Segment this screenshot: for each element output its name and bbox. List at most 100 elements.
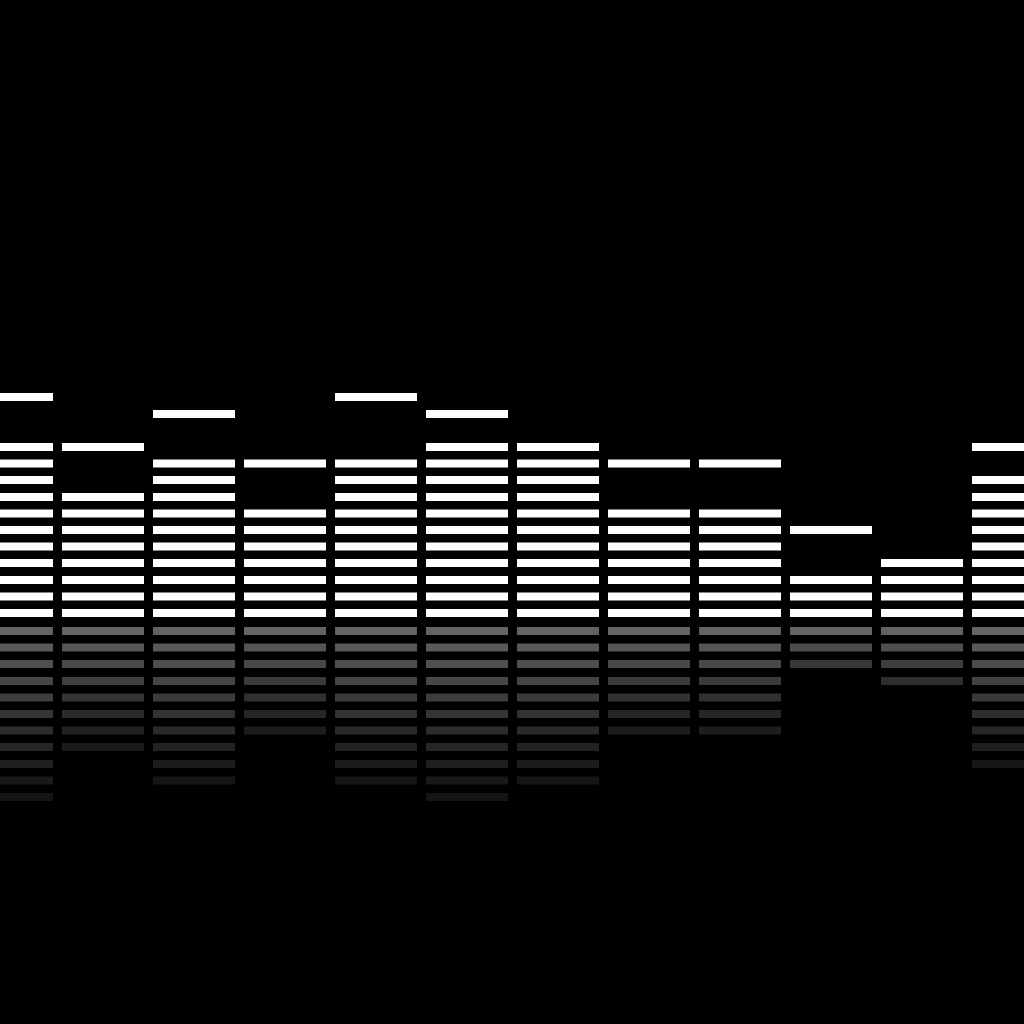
band-7-reflection: [517, 693, 599, 702]
band-1-reflection: [0, 776, 53, 785]
band-3-reflection: [153, 710, 235, 718]
band-1-segment: [0, 542, 53, 551]
band-2-reflection: [62, 643, 144, 652]
band-8-reflection: [608, 660, 690, 669]
band-3-reflection: [153, 743, 235, 752]
band-3-segment: [153, 526, 235, 534]
band-1-reflection: [0, 710, 53, 718]
band-8-reflection: [608, 710, 690, 718]
band-5-peak: [335, 393, 417, 402]
band-12-segment: [972, 542, 1024, 551]
band-6-segment: [426, 609, 508, 617]
band-6-reflection: [426, 743, 508, 752]
band-1-reflection: [0, 627, 53, 635]
band-1-reflection: [0, 643, 53, 652]
band-3-segment: [153, 575, 235, 584]
band-7-segment: [517, 575, 599, 584]
band-4-segment: [244, 575, 326, 584]
band-2-segment: [62, 526, 144, 534]
band-1-reflection: [0, 743, 53, 752]
band-5-reflection: [335, 743, 417, 752]
band-9-segment: [699, 559, 781, 568]
band-9-reflection: [699, 676, 781, 685]
band-5-segment: [335, 526, 417, 534]
band-12-segment: [972, 559, 1024, 568]
band-12-reflection: [972, 710, 1024, 718]
band-2-segment: [62, 542, 144, 551]
band-4-segment: [244, 526, 326, 534]
band-6-reflection: [426, 693, 508, 702]
band-6-reflection: [426, 710, 508, 718]
band-12-segment: [972, 492, 1024, 501]
band-7-reflection: [517, 726, 599, 735]
band-8-segment: [608, 559, 690, 568]
band-8-segment: [608, 509, 690, 518]
band-11-reflection: [881, 643, 963, 652]
band-9-segment: [699, 592, 781, 601]
band-9-reflection: [699, 710, 781, 718]
band-6-reflection: [426, 776, 508, 785]
band-5-reflection: [335, 726, 417, 735]
band-5-segment: [335, 459, 417, 468]
band-1-reflection: [0, 693, 53, 702]
band-3-reflection: [153, 726, 235, 735]
band-8-reflection: [608, 726, 690, 735]
band-6-segment: [426, 476, 508, 485]
band-7-segment: [517, 542, 599, 551]
band-7-reflection: [517, 759, 599, 768]
band-6-reflection: [426, 643, 508, 652]
band-7-segment: [517, 509, 599, 518]
band-1-segment: [0, 476, 53, 485]
band-3-segment: [153, 492, 235, 501]
band-7-reflection: [517, 643, 599, 652]
band-9-reflection: [699, 627, 781, 635]
band-3-segment: [153, 592, 235, 601]
band-8-reflection: [608, 643, 690, 652]
band-5-reflection: [335, 660, 417, 669]
band-2-reflection: [62, 676, 144, 685]
band-3-segment: [153, 542, 235, 551]
band-4-segment: [244, 592, 326, 601]
band-5-reflection: [335, 643, 417, 652]
band-4-reflection: [244, 676, 326, 685]
band-6-segment: [426, 509, 508, 518]
band-5-reflection: [335, 676, 417, 685]
band-4-segment: [244, 542, 326, 551]
band-2-segment: [62, 575, 144, 584]
band-1-reflection: [0, 660, 53, 669]
band-7-reflection: [517, 660, 599, 669]
band-2-segment: [62, 592, 144, 601]
band-1-reflection: [0, 759, 53, 768]
band-8-reflection: [608, 627, 690, 635]
band-4-reflection: [244, 710, 326, 718]
band-3-segment: [153, 459, 235, 468]
band-8-segment: [608, 575, 690, 584]
band-1-segment: [0, 459, 53, 468]
band-11-peak: [881, 559, 963, 568]
band-6-peak: [426, 409, 508, 418]
band-2-segment: [62, 509, 144, 518]
band-1-peak: [0, 393, 53, 402]
band-12-reflection: [972, 759, 1024, 768]
band-5-segment: [335, 592, 417, 601]
band-12-reflection: [972, 693, 1024, 702]
band-12-segment: [972, 476, 1024, 485]
band-3-reflection: [153, 759, 235, 768]
band-5-segment: [335, 542, 417, 551]
band-2-reflection: [62, 660, 144, 669]
band-8-reflection: [608, 693, 690, 702]
band-4-reflection: [244, 627, 326, 635]
band-3-peak: [153, 409, 235, 418]
band-8-segment: [608, 542, 690, 551]
band-11-segment: [881, 592, 963, 601]
band-1-reflection: [0, 793, 53, 801]
band-4-reflection: [244, 726, 326, 735]
band-2-reflection: [62, 743, 144, 752]
band-2-segment: [62, 492, 144, 501]
band-6-segment: [426, 575, 508, 584]
band-4-peak: [244, 459, 326, 468]
band-3-reflection: [153, 643, 235, 652]
band-12-segment: [972, 526, 1024, 534]
band-1-segment: [0, 559, 53, 568]
band-9-segment: [699, 526, 781, 534]
